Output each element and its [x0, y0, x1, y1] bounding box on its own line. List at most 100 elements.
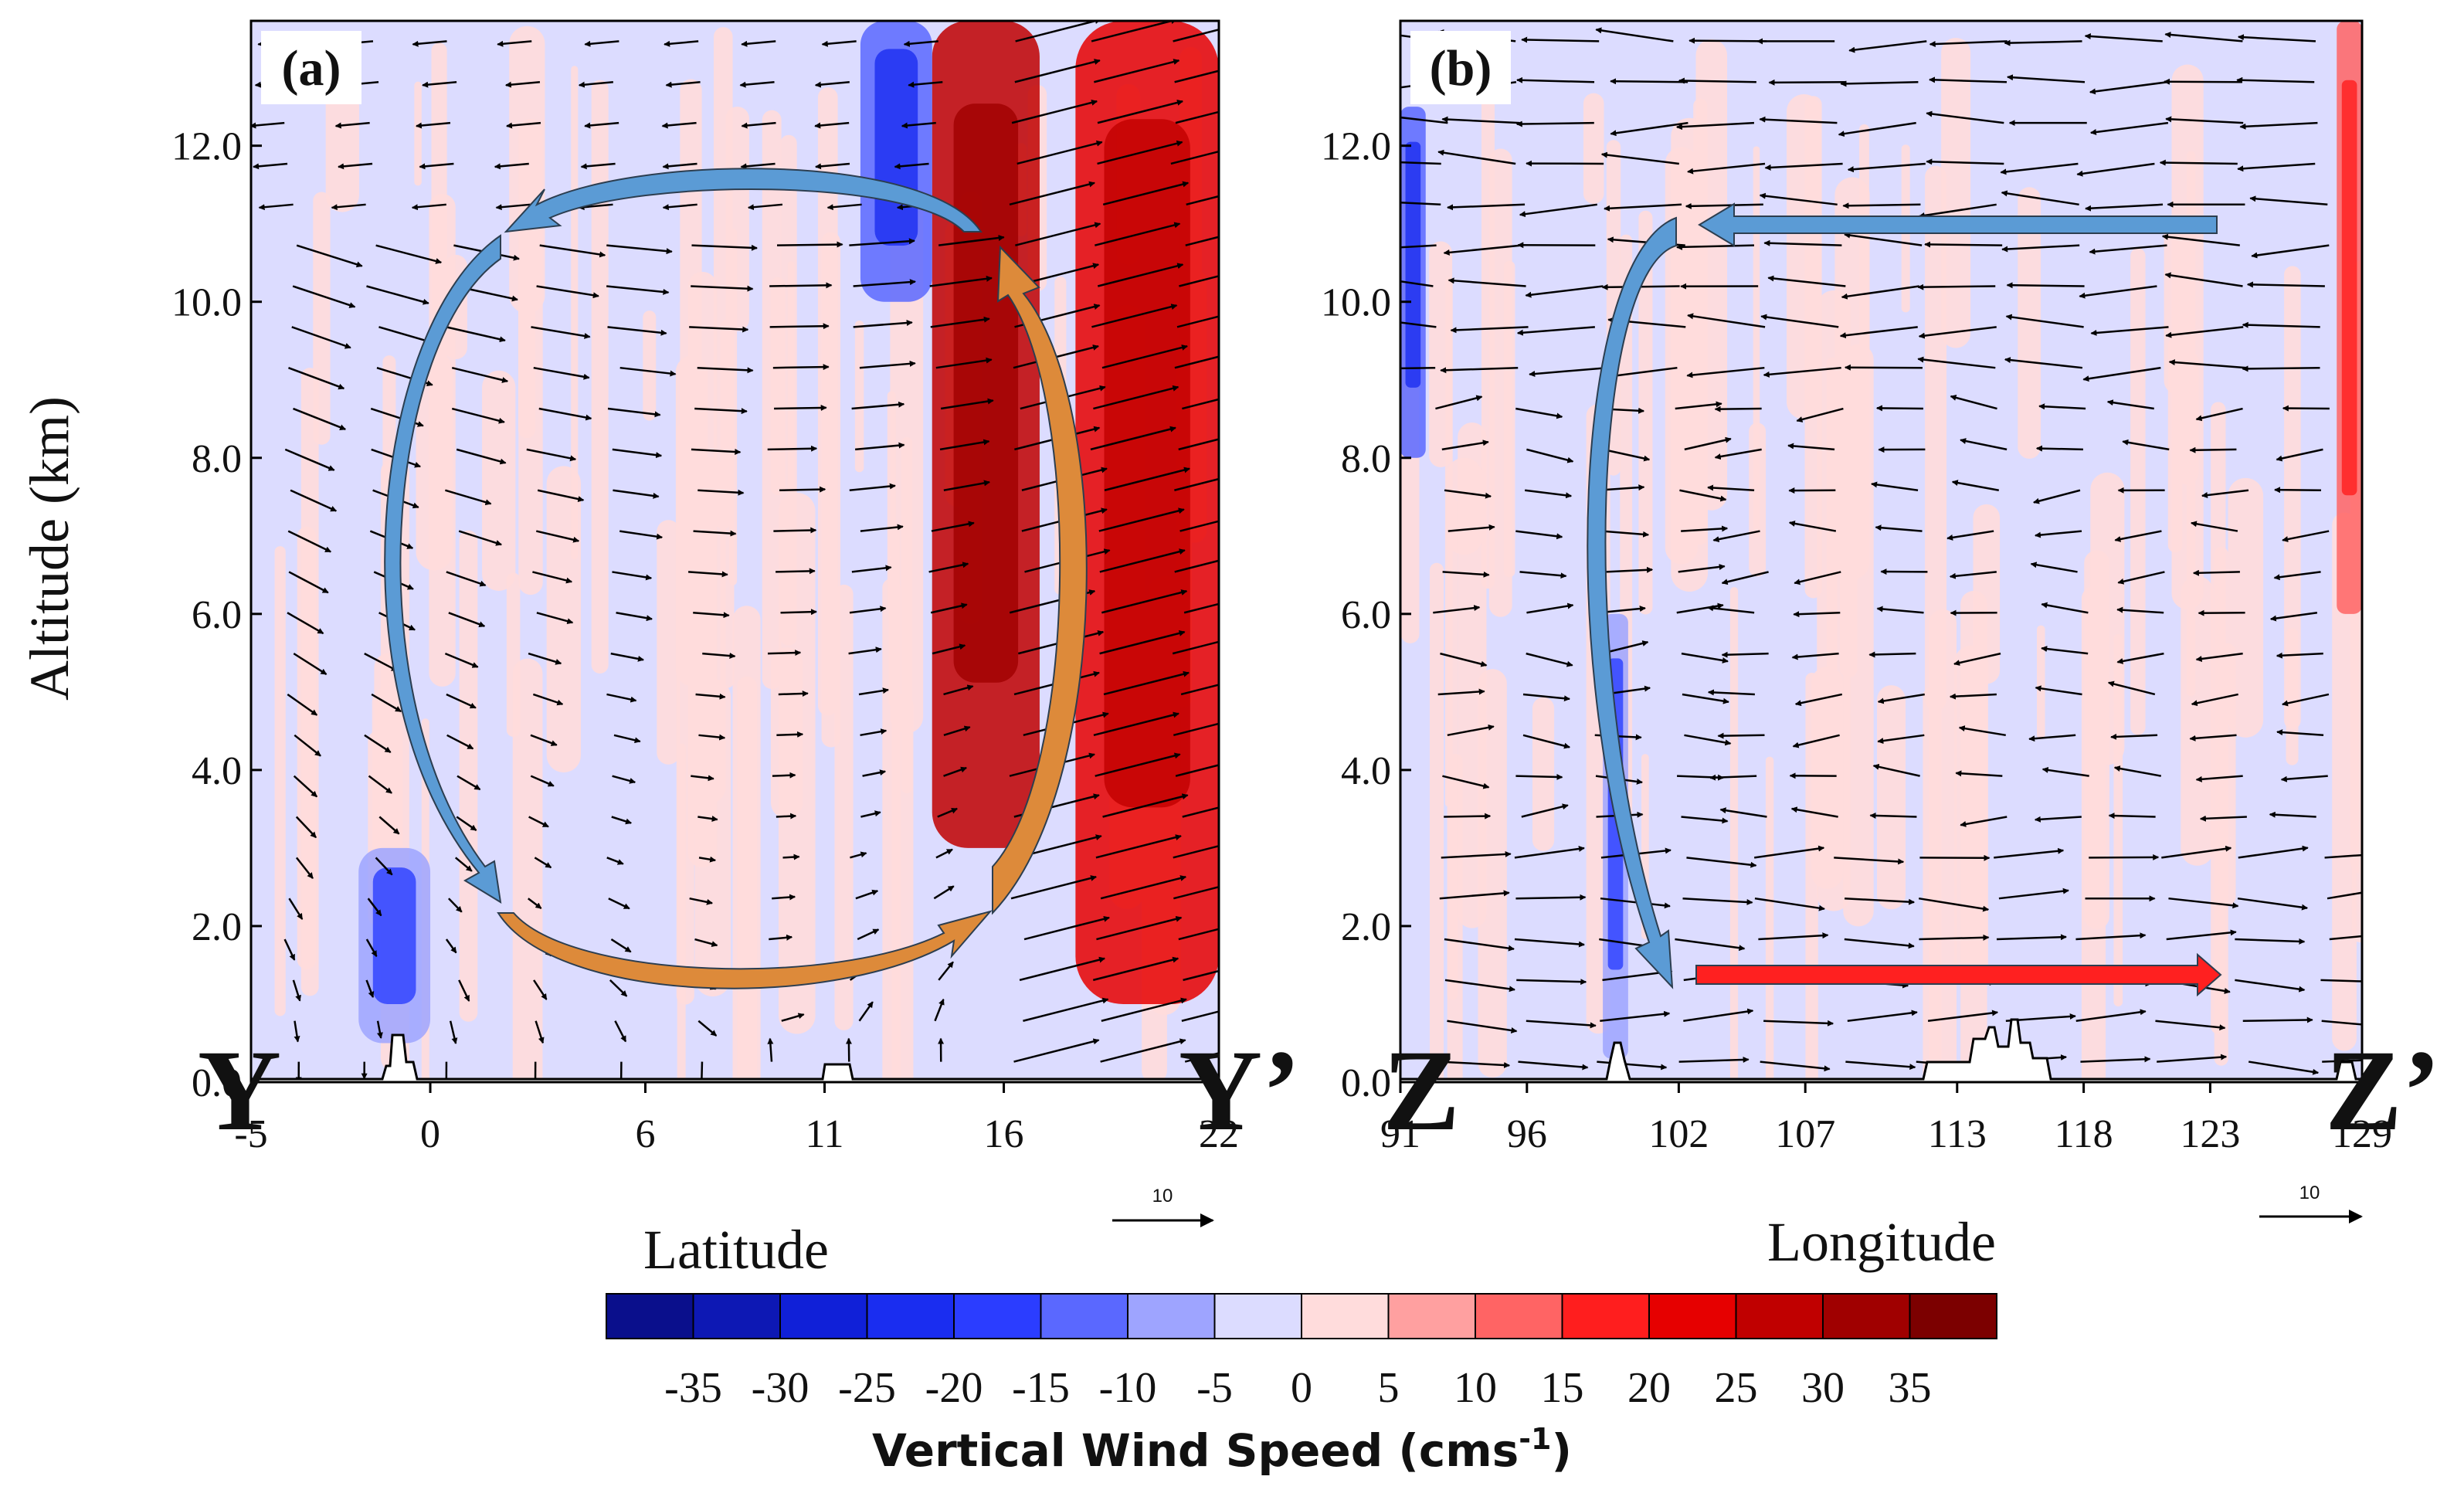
colorbar-swatch: [1561, 1293, 1650, 1339]
colorbar-swatch: [779, 1293, 868, 1339]
wind-vector: [1009, 181, 1095, 206]
wind-vector: [419, 162, 454, 170]
red-eastward-arrow: [1695, 952, 2222, 997]
wind-vector: [1521, 803, 1569, 818]
wind-vector: [365, 938, 378, 958]
weak-updraft-streak: [770, 277, 786, 496]
wind-vector: [1794, 693, 1843, 707]
wind-vector: [2281, 693, 2330, 707]
y-tick-label: 0.0: [192, 1061, 242, 1105]
wind-vector: [1763, 366, 1841, 378]
wind-vector: [694, 407, 748, 415]
wind-vector: [365, 979, 375, 998]
colorbar-swatch: [1301, 1293, 1390, 1339]
wind-vector: [1847, 1010, 1918, 1022]
wind-vector: [860, 728, 888, 737]
wind-vector: [1099, 548, 1186, 573]
wind-vector: [371, 693, 402, 713]
updraft-core: [953, 104, 1019, 683]
wind-vector: [940, 398, 994, 410]
wind-vector: [2114, 530, 2162, 542]
orange-ascent-arrow: [992, 245, 1088, 915]
wind-vector: [1760, 314, 1839, 328]
wind-vector: [445, 489, 492, 506]
wind-vector: [537, 489, 585, 502]
weak-updraft-streak: [325, 82, 359, 212]
wind-vector: [1013, 1038, 1100, 1063]
wind-vector: [1712, 530, 1760, 543]
panel-a-x-label: Latitude: [643, 1219, 829, 1281]
wind-vector: [859, 360, 916, 369]
wind-vector: [2038, 403, 2086, 410]
blue-return-arrow-top: [504, 168, 983, 233]
wind-vector: [851, 401, 905, 410]
wind-vector: [849, 483, 896, 491]
weak-updraft-streak: [2130, 248, 2146, 735]
colorbar-swatch: [1213, 1293, 1302, 1339]
wind-vector: [1610, 121, 1688, 137]
wind-vector: [338, 162, 373, 170]
wind-vector: [533, 979, 548, 1000]
wind-vector: [1929, 76, 2008, 83]
wind-vector: [1687, 313, 1766, 328]
wind-vector: [1721, 651, 1769, 658]
wind-vector: [2116, 606, 2164, 614]
wind-vector: [1172, 640, 1219, 655]
wind-vector: [767, 445, 818, 452]
wind-vector: [415, 121, 451, 129]
wind-vector: [1098, 507, 1185, 532]
wind-vector: [578, 81, 613, 88]
wind-vector: [606, 244, 673, 255]
wind-vector: [608, 898, 630, 910]
wind-vector: [2084, 33, 2163, 42]
wind-vector: [2322, 1059, 2362, 1063]
wind-vector: [1917, 356, 1996, 369]
wind-vector: [930, 602, 968, 614]
wind-vector: [2041, 766, 2089, 777]
wind-vector: [1440, 652, 1488, 667]
weak-updraft-streak: [512, 658, 543, 1082]
wind-vector: [2320, 979, 2362, 982]
wind-vector: [853, 279, 916, 287]
wind-vector: [611, 816, 633, 825]
wind-vector: [857, 928, 880, 941]
wind-vector: [1101, 997, 1187, 1022]
weak-updraft-streak: [1929, 609, 1957, 1082]
wind-vector: [1682, 693, 1729, 704]
colorbar-title-main: Vertical Wind Speed (cms: [872, 1424, 1519, 1477]
wind-vector: [1450, 326, 1529, 334]
wind-vector: [1182, 806, 1219, 818]
wind-vector: [862, 769, 887, 777]
colorbar-label: 20: [1627, 1364, 1671, 1412]
wind-vector: [458, 530, 503, 546]
x-tick-label: -5: [234, 1112, 267, 1156]
panel-a-circulation: [384, 168, 1088, 989]
wind-vector: [1103, 670, 1190, 696]
wind-vector: [1787, 443, 1835, 451]
wind-vector: [532, 693, 564, 706]
wind-vector: [1173, 722, 1219, 737]
wind-vector: [1834, 857, 1905, 865]
wind-vector: [1707, 484, 1755, 491]
wind-vector: [1518, 1061, 1589, 1071]
wind-vector: [826, 203, 862, 211]
y-tick-label: 12.0: [171, 125, 242, 169]
wind-vector: [2005, 314, 2084, 328]
wind-vector: [741, 40, 776, 47]
x-tick-label: 129: [2332, 1112, 2392, 1156]
weak-updraft-streak: [1638, 210, 1653, 615]
wind-vector: [694, 938, 718, 947]
panel-b-y-axis: 0.0 2.0 4.0 6.0 8.0 10.0 12.0: [1321, 125, 1411, 1105]
wind-vector: [446, 693, 477, 709]
wind-vector: [1788, 520, 1837, 532]
wind-vector: [769, 282, 833, 289]
wind-vector: [664, 40, 699, 47]
wind-vector: [1953, 652, 2001, 667]
wind-vector: [2191, 693, 2238, 707]
wind-vector: [1709, 774, 1757, 781]
wind-vector: [2199, 815, 2247, 822]
weak-updraft-streak: [518, 118, 543, 596]
wind-vector: [1768, 79, 1847, 86]
wind-vector: [1100, 875, 1187, 900]
wind-vector: [1790, 806, 1838, 818]
